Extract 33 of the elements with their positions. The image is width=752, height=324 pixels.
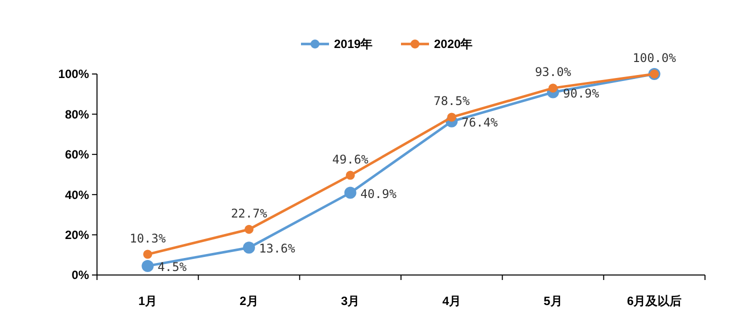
- x-tick-label: 2月: [240, 294, 258, 308]
- data-label: 78.5%: [434, 94, 471, 108]
- y-tick-label: 80%: [64, 107, 90, 122]
- data-label: 90.9%: [563, 86, 600, 100]
- y-tick-label: 0%: [72, 268, 90, 282]
- y-tick-label: 60%: [64, 148, 90, 162]
- data-label: 40.9%: [360, 186, 398, 201]
- point: [344, 186, 356, 199]
- data-label: 100.0%: [632, 51, 677, 65]
- point: [346, 170, 355, 180]
- point: [447, 112, 456, 122]
- data-label: 10.3%: [130, 231, 167, 246]
- point: [243, 242, 255, 254]
- x-tick-label: 4月: [442, 294, 462, 308]
- point: [143, 250, 152, 259]
- data-label: 93.0%: [534, 65, 572, 80]
- x-tick-label: 5月: [544, 294, 562, 308]
- data-label: 76.4%: [462, 115, 499, 130]
- data-label: 4.5%: [158, 260, 188, 274]
- data-label: 49.6%: [332, 152, 370, 166]
- legend-label: 2020年: [434, 37, 473, 52]
- x-tick-label: 6月及以后: [626, 294, 682, 308]
- point: [244, 224, 254, 234]
- point: [548, 84, 558, 93]
- y-tick-label: 40%: [64, 188, 90, 202]
- point: [142, 260, 154, 272]
- x-tick-label: 3月: [340, 294, 360, 308]
- y-tick-label: 100%: [58, 67, 90, 82]
- data-label: 13.6%: [259, 242, 296, 256]
- y-tick-label: 20%: [64, 228, 90, 242]
- data-label: 22.7%: [230, 206, 268, 220]
- legend-label: 2019年: [334, 37, 373, 52]
- x-tick-label: 1月: [138, 294, 158, 308]
